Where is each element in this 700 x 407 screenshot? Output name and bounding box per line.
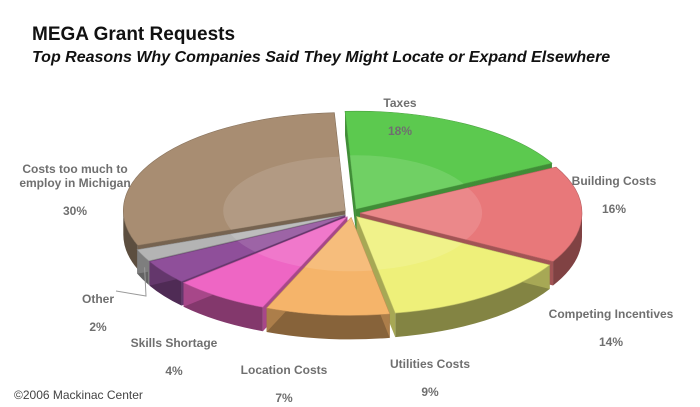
pie-side-utilities-costs	[266, 307, 390, 340]
label-building-costs-pct: 16%	[601, 202, 627, 216]
pie-slice-competing-incentives	[356, 216, 551, 314]
pie-side-building-costs	[553, 213, 582, 286]
label-utilities-costs: Utilities Costs 9%	[370, 343, 490, 399]
label-taxes-name: Taxes	[383, 96, 417, 110]
pie-slice-location-costs	[182, 216, 348, 308]
pie-slice-skills-shortage	[148, 215, 346, 282]
copyright-text: ©2006 Mackinac Center	[14, 388, 143, 402]
label-skills-shortage-pct: 4%	[165, 364, 183, 378]
label-building-costs: Building Costs 16%	[556, 160, 672, 216]
pie-slice-other	[136, 214, 345, 262]
pie-highlight-skills-shortage	[237, 215, 346, 252]
label-other-pct: 2%	[89, 320, 107, 334]
pie-slice-taxes	[344, 110, 553, 210]
label-location-costs-pct: 7%	[275, 391, 293, 405]
label-skills-shortage: Skills Shortage 4%	[114, 322, 234, 378]
pie-slice-building-costs	[359, 166, 583, 262]
pie-highlight-building-costs	[359, 187, 483, 240]
chart-title: MEGA Grant Requests	[32, 24, 236, 45]
pie-highlight-taxes	[349, 155, 464, 210]
label-competing-incentives-pct: 14%	[598, 335, 624, 349]
label-taxes: Taxes 18%	[370, 82, 430, 138]
label-location-costs-name: Location Costs	[240, 363, 328, 377]
label-other: Other 2%	[70, 278, 126, 334]
leader-line-other	[115, 267, 147, 297]
label-other-name: Other	[81, 292, 114, 306]
label-utilities-costs-name: Utilities Costs	[389, 357, 470, 371]
pie-highlight-utilities-costs	[304, 217, 373, 272]
pie-highlight-competing-incentives	[356, 216, 463, 270]
label-costs-too-much-pct: 30%	[62, 204, 88, 218]
label-skills-shortage-name: Skills Shortage	[130, 336, 218, 350]
pie-side-competing-incentives	[395, 264, 550, 338]
pie-slice-costs-too-much-to-employ-in-michigan	[123, 112, 346, 246]
label-costs-too-much: Costs too much to employ in Michigan 30%	[4, 148, 146, 218]
label-competing-incentives: Competing Incentives 14%	[532, 293, 690, 349]
label-utilities-costs-pct: 9%	[421, 385, 439, 399]
label-competing-incentives-name: Competing Incentives	[548, 307, 674, 321]
pie-highlight-costs-too-much-to-employ-in-michigan	[223, 156, 346, 230]
label-taxes-pct: 18%	[387, 124, 413, 138]
pie-side-costs-too-much-to-employ-in-michigan	[123, 210, 138, 270]
chart-subtitle: Top Reasons Why Companies Said They Migh…	[32, 49, 611, 66]
label-costs-too-much-name: Costs too much to employ in Michigan	[19, 162, 131, 190]
label-building-costs-name: Building Costs	[571, 174, 657, 188]
label-location-costs: Location Costs 7%	[224, 349, 344, 405]
pie-highlight-location-costs	[257, 216, 348, 267]
pie-slice-utilities-costs	[266, 216, 391, 316]
pie-highlight-other	[230, 214, 345, 241]
pie-wall-taxes-0	[345, 111, 356, 234]
